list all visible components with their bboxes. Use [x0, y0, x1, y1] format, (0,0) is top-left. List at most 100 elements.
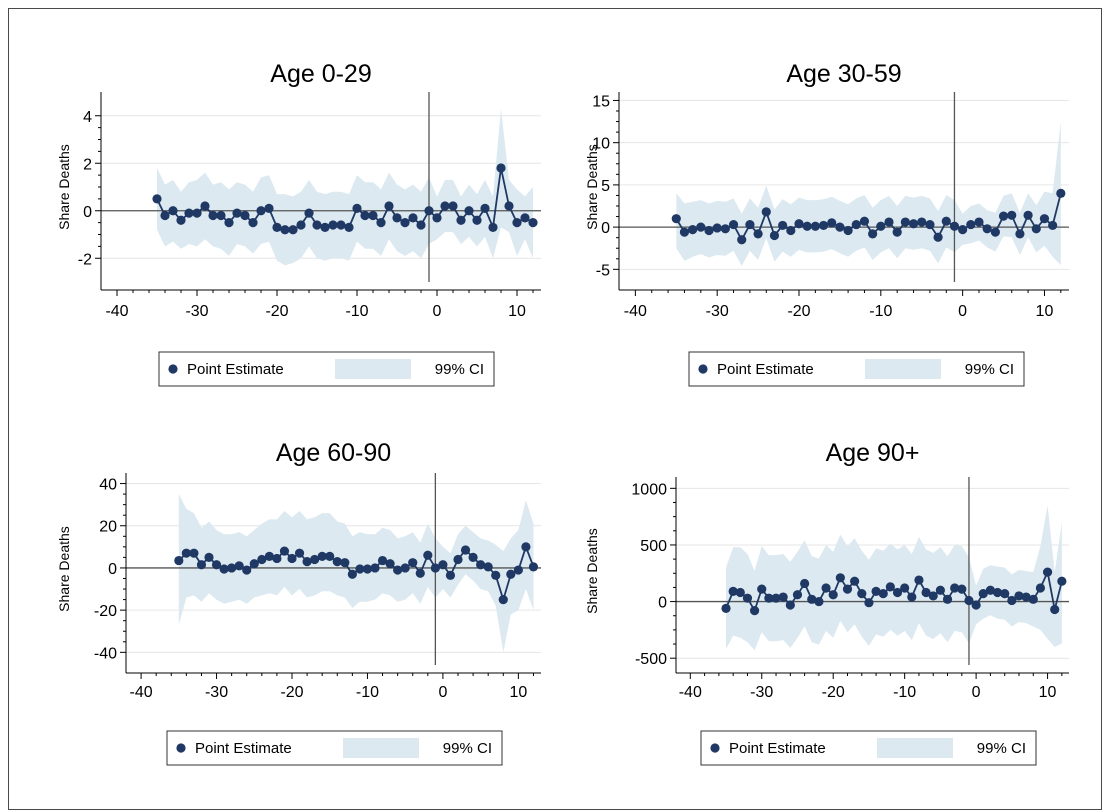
point-estimate-marker: [476, 560, 486, 570]
legend-ci-swatch: [343, 738, 419, 758]
point-estimate-marker: [448, 201, 458, 211]
point-estimate-marker: [360, 210, 370, 221]
point-estimate-marker: [400, 563, 410, 573]
x-tick-label: 0: [972, 684, 981, 701]
point-estimate-marker: [328, 220, 338, 230]
point-estimate-marker: [842, 584, 853, 594]
point-estimate-marker: [1007, 595, 1017, 606]
point-estimate-marker: [376, 218, 386, 228]
point-estimate-marker: [892, 587, 903, 598]
y-tick-label: 2: [83, 156, 92, 173]
point-estimate-marker: [310, 554, 320, 565]
x-tick-label: 10: [509, 684, 527, 701]
point-estimate-marker: [868, 229, 878, 239]
point-estimate-marker: [851, 219, 861, 230]
point-estimate-marker: [990, 227, 1000, 237]
point-estimate-marker: [304, 208, 314, 218]
legend-point-label: Point Estimate: [195, 740, 292, 757]
point-estimate-marker: [423, 550, 433, 560]
point-estimate-marker: [745, 219, 755, 230]
x-tick-label: -40: [105, 303, 128, 320]
x-tick-label: -10: [869, 303, 892, 320]
y-tick-label: 0: [108, 561, 117, 578]
y-tick-label: -5: [596, 262, 610, 279]
point-estimate-marker: [189, 548, 199, 558]
point-estimate-marker: [1057, 576, 1067, 586]
x-tick-label: -20: [822, 684, 845, 701]
point-estimate-marker: [998, 211, 1009, 221]
point-estimate-marker: [712, 223, 722, 233]
point-estimate-marker: [181, 548, 191, 558]
x-tick-label: -10: [356, 684, 379, 701]
chart-panel-4: -500 0 500 1000 -40 -30 -20 -10 0 10 Age 90+ Share …: [584, 439, 1069, 766]
x-tick-label: -10: [345, 303, 368, 320]
point-estimate-marker: [352, 203, 362, 213]
point-estimate-marker: [1039, 214, 1050, 224]
x-tick-label: 0: [438, 684, 447, 701]
point-estimate-marker: [871, 586, 881, 596]
point-estimate-marker: [152, 194, 162, 204]
point-estimate-marker: [807, 594, 817, 604]
point-estimate-marker: [794, 219, 804, 229]
y-tick-label: 0: [601, 220, 610, 237]
point-estimate-marker: [168, 206, 178, 216]
point-estimate-marker: [488, 222, 498, 232]
ci-band: [726, 505, 1062, 651]
point-estimate-marker: [941, 216, 951, 226]
legend-ci-label: 99% CI: [977, 740, 1026, 757]
point-estimate-marker: [196, 560, 207, 570]
point-estimate-marker: [415, 568, 425, 578]
point-estimate-marker: [242, 565, 252, 575]
legend-point-label: Point Estimate: [729, 740, 826, 757]
point-estimate-marker: [914, 575, 924, 585]
point-estimate-marker: [728, 219, 739, 230]
point-estimate-marker: [688, 225, 698, 235]
point-estimate-marker: [1035, 583, 1046, 593]
y-tick-label: -500: [635, 651, 667, 668]
y-tick-label: 5: [601, 178, 610, 195]
point-estimate-marker: [408, 558, 418, 568]
point-estimate-marker: [280, 225, 290, 235]
legend-point-marker: [698, 364, 708, 374]
point-estimate-marker: [982, 224, 992, 234]
point-estimate-marker: [160, 210, 170, 221]
point-estimate-marker: [408, 213, 418, 223]
point-estimate-marker: [1014, 591, 1024, 601]
point-estimate-marker: [317, 551, 327, 561]
point-estimate-marker: [884, 217, 894, 227]
point-estimate-marker: [966, 219, 976, 230]
point-estimate-marker: [287, 553, 297, 564]
point-estimate-marker: [320, 222, 330, 232]
point-estimate-marker: [1048, 220, 1058, 231]
point-estimate-marker: [498, 594, 508, 605]
point-estimate-marker: [211, 560, 222, 570]
point-estimate-marker: [513, 565, 523, 575]
point-estimate-marker: [224, 218, 234, 228]
point-estimate-marker: [753, 229, 763, 239]
legend-point-label: Point Estimate: [187, 361, 284, 378]
chart-title: Age 0-29: [270, 60, 371, 88]
point-estimate-marker: [859, 216, 870, 226]
point-estimate-marker: [204, 552, 214, 562]
point-estimate-marker: [232, 208, 242, 218]
point-estimate-marker: [272, 222, 282, 232]
point-estimate-marker: [355, 564, 365, 574]
point-estimate-marker: [192, 208, 202, 218]
point-estimate-marker: [491, 570, 501, 580]
point-estimate-marker: [892, 227, 902, 237]
point-estimate-marker: [424, 206, 434, 216]
point-estimate-marker: [671, 214, 681, 224]
point-estimate-marker: [850, 576, 860, 586]
point-estimate-marker: [769, 230, 780, 241]
y-tick-label: 40: [99, 477, 117, 494]
point-estimate-marker: [249, 559, 259, 569]
point-estimate-marker: [400, 218, 410, 228]
point-estimate-marker: [964, 595, 974, 606]
point-estimate-marker: [957, 584, 967, 594]
legend-ci-label: 99% CI: [443, 740, 492, 757]
point-estimate-marker: [445, 570, 456, 580]
point-estimate-marker: [1050, 604, 1060, 615]
point-estimate-marker: [750, 606, 760, 616]
point-estimate-marker: [978, 589, 988, 599]
point-estimate-marker: [430, 563, 440, 573]
